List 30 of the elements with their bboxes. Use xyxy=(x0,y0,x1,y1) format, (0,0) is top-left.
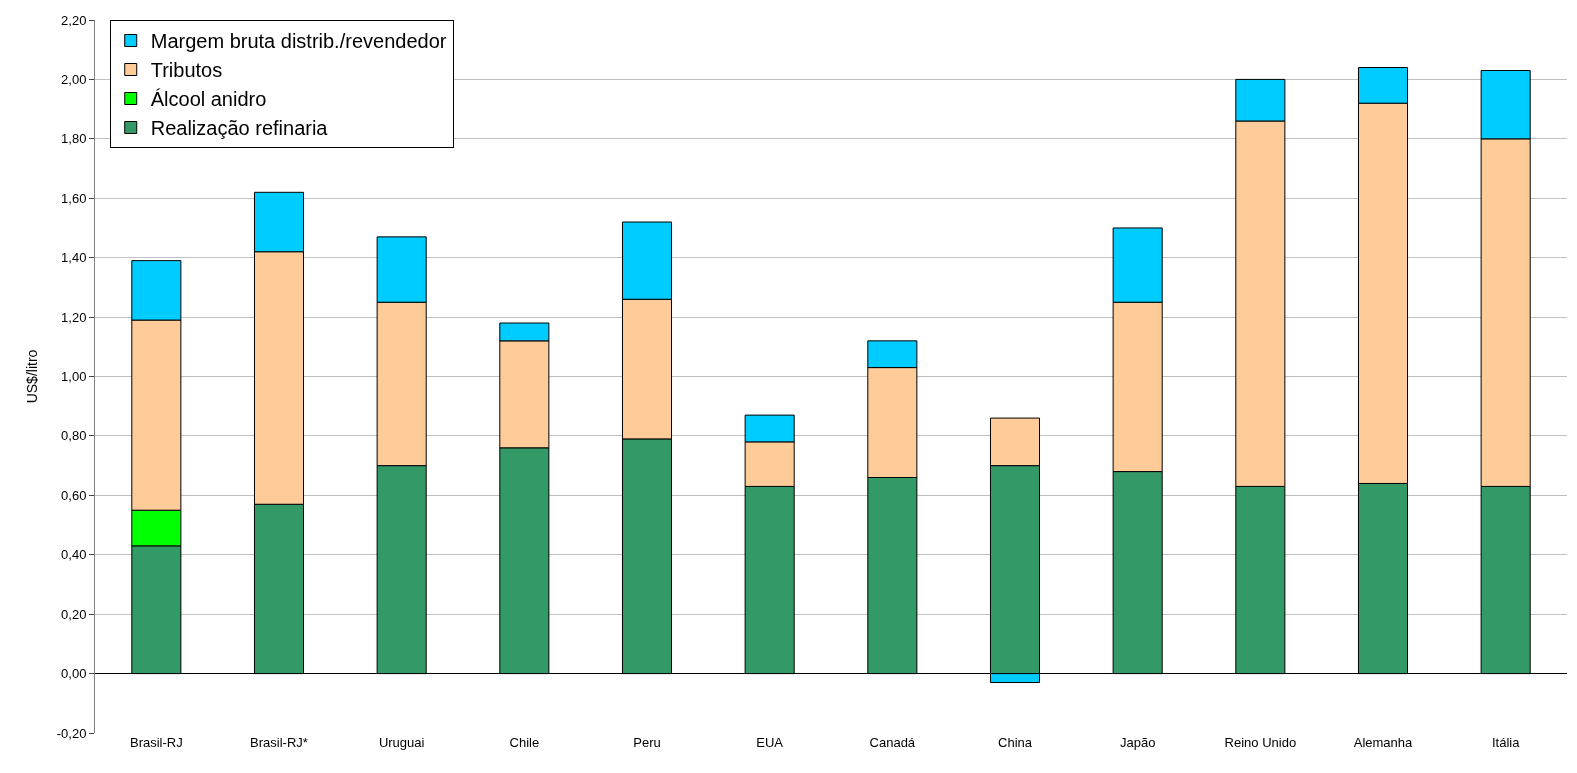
y-tick-label: 1,40 xyxy=(61,250,87,266)
y-tick-label: 0,00 xyxy=(61,666,87,682)
legend-label: Tributos xyxy=(150,59,223,82)
y-tick-label: 2,20 xyxy=(61,12,87,28)
x-tick-label: Reino Unido xyxy=(1224,735,1297,750)
legend-label: Realização refinaria xyxy=(150,117,329,140)
x-tick-label: Peru xyxy=(633,735,661,750)
y-tick-label: 0,20 xyxy=(61,606,87,622)
y-tick-label: 0,40 xyxy=(61,547,87,563)
x-tick-label: Brasil-RJ* xyxy=(250,735,308,750)
y-tick-label: -0,20 xyxy=(56,725,87,741)
x-tick-label: Alemanha xyxy=(1353,735,1414,750)
x-tick-label: Japão xyxy=(1119,735,1156,750)
y-tick-label: 1,60 xyxy=(61,190,87,206)
x-tick-label: Itália xyxy=(1491,735,1521,750)
y-axis-title: US$/litro xyxy=(24,349,41,404)
y-tick-label: 1,20 xyxy=(61,309,87,325)
y-tick-label: 1,00 xyxy=(61,369,87,385)
legend-label: Margem bruta distrib./revendedor xyxy=(150,30,447,53)
x-tick-label: Brasil-RJ xyxy=(129,735,183,750)
y-tick-label: 1,80 xyxy=(61,131,87,147)
y-tick-label: 0,60 xyxy=(61,487,87,503)
x-tick-label: China xyxy=(998,735,1033,750)
legend-label: Álcool anidro xyxy=(150,88,267,111)
x-tick-label: EUA xyxy=(756,735,784,750)
y-tick-label: 0,80 xyxy=(61,428,87,444)
x-tick-label: Canadá xyxy=(869,735,916,750)
y-tick-label: 2,00 xyxy=(61,71,87,87)
x-tick-label: Uruguai xyxy=(378,735,425,750)
x-tick-label: Chile xyxy=(509,735,540,750)
